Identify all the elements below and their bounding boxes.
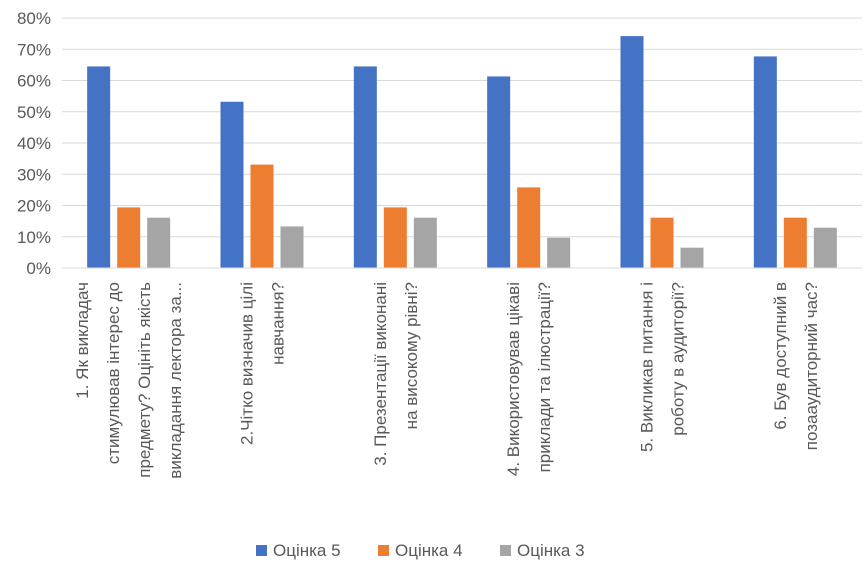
y-axis-tick-labels: 0% 10% 20% 30% 40% 50% 60% 70% 80% [17, 9, 51, 278]
y-tick-label: 60% [17, 72, 51, 91]
x-category-label: позааудиторний час? [802, 282, 821, 450]
bar [813, 227, 837, 268]
bar [547, 237, 571, 268]
bar [147, 217, 171, 268]
bar [680, 247, 704, 268]
x-category-label: викладання лектора за... [166, 282, 185, 479]
bar [517, 187, 541, 268]
legend-swatch [256, 545, 267, 556]
y-tick-label: 20% [17, 197, 51, 216]
bar [353, 66, 377, 268]
bar [650, 217, 674, 268]
bar [753, 56, 777, 268]
bar [620, 36, 644, 268]
x-axis-category-labels: 1. Як викладач стимулював інтерес до предм… [73, 282, 821, 479]
x-category-label: приклади та ілюстрації? [535, 282, 554, 472]
bar [250, 164, 274, 268]
y-tick-label: 70% [17, 40, 51, 59]
x-category-label: 5. Викликав питання і [638, 282, 657, 452]
y-tick-label: 10% [17, 228, 51, 247]
x-category-label: на високому рівні? [402, 282, 421, 429]
y-tick-label: 80% [17, 9, 51, 28]
bar [117, 207, 141, 268]
bars [87, 36, 837, 268]
x-category-label: навчання? [269, 282, 288, 365]
x-category-label: 4. Використовував цікаві [504, 282, 523, 476]
legend: Оцінка 5 Оцінка 4 Оцінка 3 [256, 541, 585, 560]
y-tick-label: 0% [26, 259, 51, 278]
x-category-label: 6. Був доступний в [771, 282, 790, 430]
bar [783, 217, 807, 268]
legend-label: Оцінка 5 [273, 541, 341, 560]
x-category-label: роботу в аудиторії? [669, 282, 688, 436]
legend-swatch [378, 545, 389, 556]
x-category-label: 2.Чітко визначив цілі [238, 282, 257, 445]
x-category-label: 1. Як викладач [73, 282, 92, 399]
bar [280, 226, 304, 268]
bar [383, 207, 407, 268]
bar [487, 76, 511, 268]
y-tick-label: 40% [17, 134, 51, 153]
legend-label: Оцінка 4 [395, 541, 463, 560]
x-category-label: стимулював інтерес до [104, 282, 123, 464]
x-category-label: 3. Презентації виконані [371, 282, 390, 466]
bar [220, 101, 244, 268]
y-tick-label: 50% [17, 103, 51, 122]
bar [87, 66, 111, 268]
legend-label: Оцінка 3 [517, 541, 585, 560]
gridlines [62, 17, 862, 238]
y-tick-label: 30% [17, 165, 51, 184]
legend-swatch [500, 545, 511, 556]
x-category-label: предмету? Оцініть якість [135, 282, 154, 478]
bar [413, 217, 437, 268]
